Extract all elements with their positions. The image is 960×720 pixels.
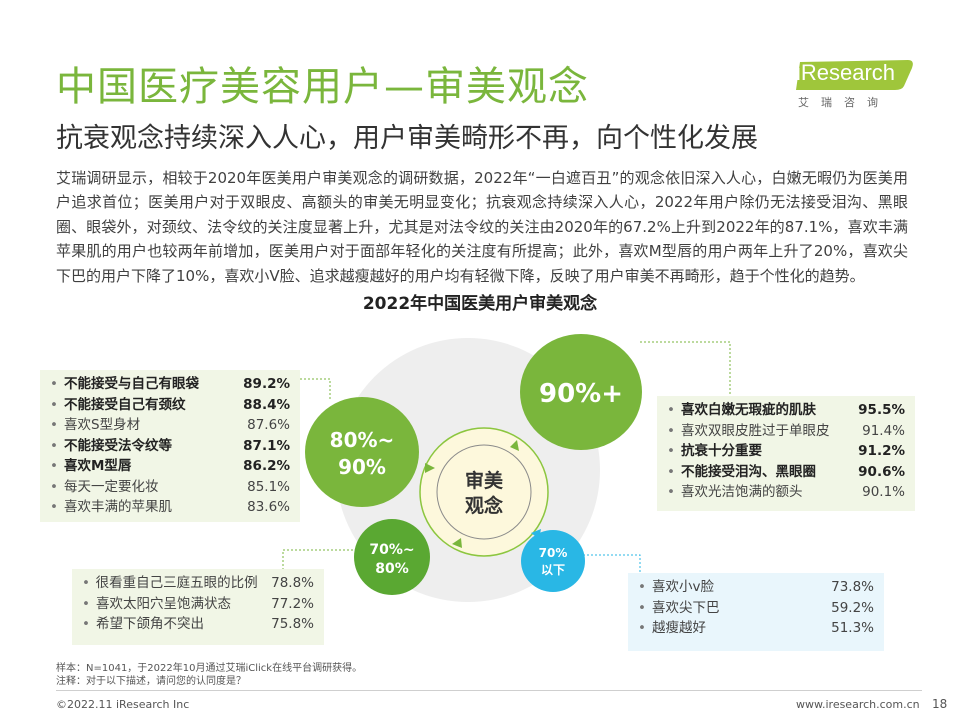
table-row: • 不能接受自己有颈纹 88.4% [50, 396, 290, 413]
table-row: • 喜欢丰满的苹果肌 83.6% [50, 499, 290, 515]
bubble-below70-line2: 以下 [541, 563, 565, 577]
bubble-80-90-line2: 90% [338, 455, 386, 479]
copyright: ©2022.11 iResearch Inc [56, 698, 190, 711]
bubble-below70-line1: 70% [539, 546, 568, 560]
logo-wordmark: iResearch [796, 60, 896, 85]
arrow-left [425, 463, 435, 473]
table-row: • 希望下颌角不突出 75.8% [82, 616, 314, 632]
connector-70-80 [282, 549, 360, 570]
connector-80-90 [300, 378, 331, 400]
bubble-70-80-line1: 70%~ [369, 542, 414, 558]
group-80-90-box: • 不能接受与自己有眼袋 89.2% • 不能接受自己有颈纹 88.4% • 喜欢S型身材… [40, 370, 300, 522]
table-row: • 喜欢M型唇 86.2% [50, 458, 290, 474]
intro-paragraph: 艾瑞调研显示，相较于2020年医美用户审美观念的调研数据，2022年“一白遮百丑… [56, 169, 908, 285]
table-row: • 越瘦越好 51.3% [638, 620, 874, 636]
group-70-80-box: • 很看重自己三庭五眼的比例 78.8% • 喜欢太阳穴呈饱满状态 77.2% • 希望下… [72, 569, 324, 645]
footer-divider [56, 690, 922, 691]
table-row: • 喜欢双眼皮胜过于单眼皮 91.4% [667, 422, 905, 439]
chart-title: 2022年中国医美用户审美观念 [362, 294, 598, 314]
group-90plus-box: • 喜欢白嫩无瑕疵的肌肤 95.5% • 喜欢双眼皮胜过于单眼皮 91.4% • 抗衰十分… [657, 396, 915, 511]
center-circle [419, 427, 549, 557]
table-row: • 喜欢尖下巴 59.2% [638, 599, 874, 616]
arrow-top [510, 440, 519, 451]
center-label-line2: 观念 [465, 494, 503, 517]
table-row: • 抗衰十分重要 91.2% [667, 443, 905, 459]
footer-url[interactable]: www.iresearch.com.cn [796, 698, 920, 711]
logo-subtext: 艾瑞咨询 [798, 96, 890, 109]
bubble-70-80-line2: 80% [375, 561, 409, 577]
arrow-bottom [452, 538, 462, 548]
bubble-90plus-label: 90%+ [539, 379, 623, 409]
bubble-80-90-line1: 80%~ [330, 428, 395, 452]
table-row: • 喜欢小v脸 73.8% [638, 579, 874, 595]
table-row: • 不能接受法令纹等 87.1% [50, 437, 290, 454]
logo-badge-shape [796, 60, 913, 90]
sample-note: 样本：N=1041，于2022年10月通过艾瑞iClick在线平台调研获得。 [56, 663, 363, 674]
iresearch-logo: iResearch 艾瑞咨询 [796, 58, 918, 109]
table-row: • 不能接受与自己有眼袋 89.2% [50, 376, 290, 392]
table-row: • 很看重自己三庭五眼的比例 78.8% [82, 575, 314, 591]
connector-90plus [640, 341, 731, 395]
annotation-note: 注释：对于以下描述，请问您的认同度是？ [56, 676, 246, 687]
bubble-90plus [520, 334, 642, 450]
bubble-70-80 [354, 519, 430, 595]
table-row: • 喜欢光洁饱满的额头 90.1% [667, 484, 905, 500]
connector-below70 [575, 554, 641, 575]
page-number: 18 [932, 697, 948, 711]
bubble-80-90 [305, 397, 419, 507]
page-title: 中国医疗美容用户—审美观念 [56, 64, 589, 110]
table-row: • 不能接受泪沟、黑眼圈 90.6% [667, 463, 905, 480]
center-ring [436, 444, 532, 540]
group-below70-box: • 喜欢小v脸 73.8% • 喜欢尖下巴 59.2% • 越瘦越好 51.3% [628, 573, 884, 651]
table-row: • 喜欢太阳穴呈饱满状态 77.2% [82, 595, 314, 612]
center-label-line1: 审美 [465, 469, 504, 492]
table-row: • 喜欢白嫩无瑕疵的肌肤 95.5% [667, 402, 905, 418]
table-row: • 每天一定要化妆 85.1% [50, 478, 290, 495]
table-row: • 喜欢S型身材 87.6% [50, 417, 290, 433]
page-subtitle: 抗衰观念持续深入人心，用户审美畸形不再，向个性化发展 [56, 123, 758, 154]
bubble-below70 [521, 530, 585, 592]
